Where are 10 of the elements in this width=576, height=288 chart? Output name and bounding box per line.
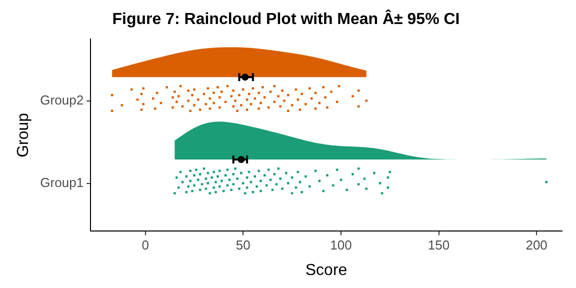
y-tick-label: Group1 [40, 174, 84, 190]
x-tick-label: 0 [142, 238, 149, 253]
chart-title: Figure 7: Raincloud Plot with Mean Â± 95% CI [112, 9, 460, 28]
x-axis-title: Score [305, 262, 348, 279]
x-tick-label: 200 [526, 238, 548, 253]
x-tick-label: 100 [330, 238, 352, 253]
x-tick-label: 50 [236, 238, 250, 253]
x-tick-label: 150 [428, 238, 450, 253]
y-axis-title: Group [15, 112, 32, 158]
y-tick-label: Group2 [40, 92, 84, 108]
